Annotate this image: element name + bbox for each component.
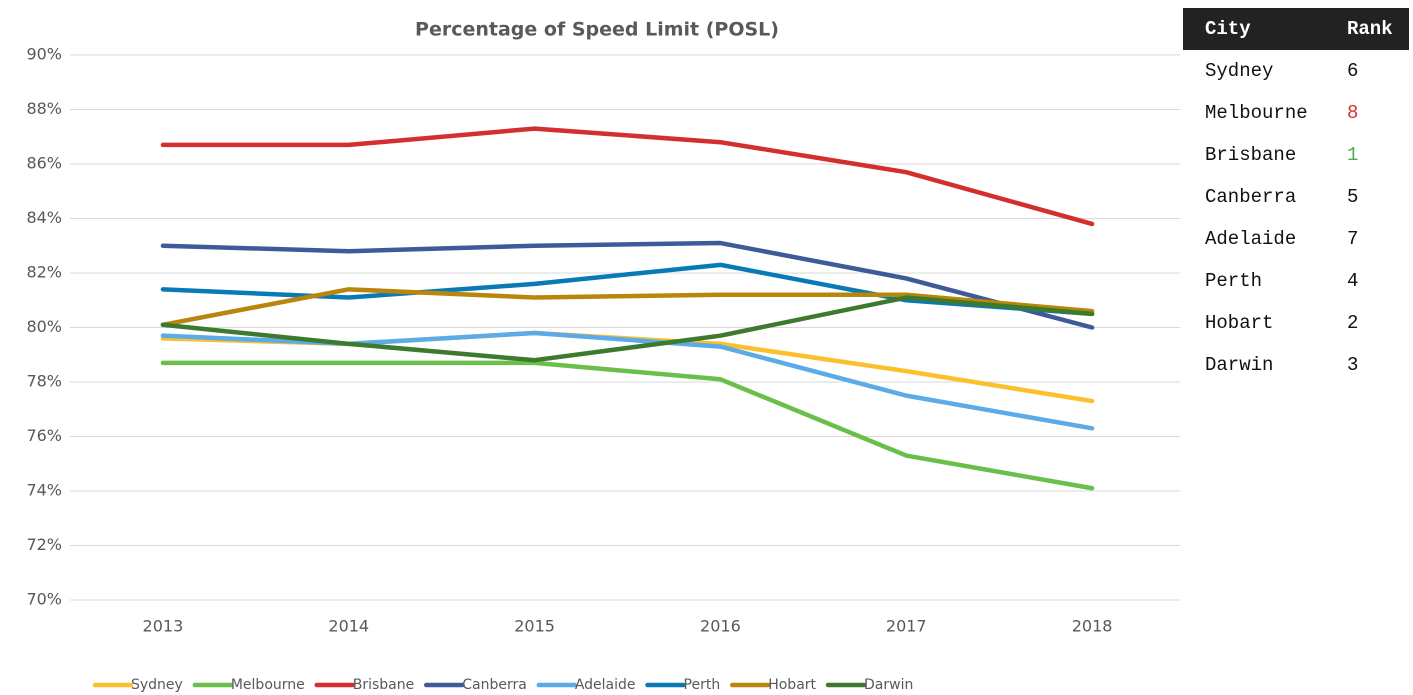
x-tick-label: 2013 [143,617,184,636]
rank-table: City Rank Sydney 6 Melbourne 8 Brisbane 1 Canb… [1183,8,1409,386]
table-row: Perth 4 [1183,260,1409,302]
table-row: Brisbane 1 [1183,134,1409,176]
city-cell: Sydney [1205,60,1274,82]
legend-label: Darwin [864,677,913,693]
legend-label: Melbourne [231,677,305,693]
legend-label: Sydney [131,677,183,693]
x-tick-label: 2014 [328,617,369,636]
y-tick-label: 74% [26,481,62,500]
rank-cell: 1 [1347,144,1359,166]
rank-cell: 7 [1347,228,1359,250]
rank-cell: 5 [1347,186,1359,208]
rank-cell: 6 [1347,60,1359,82]
y-tick-label: 78% [26,372,62,391]
header-cell: Rank [1347,18,1393,40]
city-cell: Adelaide [1205,228,1297,250]
y-tick-label: 86% [26,154,62,173]
legend-label: Hobart [768,677,816,693]
table-row: Darwin 3 [1183,344,1409,386]
table-row: Melbourne 8 [1183,92,1409,134]
y-tick-label: 76% [26,426,62,445]
series-line [160,287,1095,328]
legend-label: Adelaide [575,677,636,693]
rank-cell: 2 [1347,312,1359,334]
rank-cell: 4 [1347,270,1359,292]
table-row: Canberra 5 [1183,176,1409,218]
legend-label: Brisbane [353,677,415,693]
city-cell: Melbourne [1205,102,1308,124]
chart-title: Percentage of Speed Limit (POSL) [415,19,779,41]
x-tick-label: 2017 [886,617,927,636]
x-tick-label: 2015 [514,617,555,636]
x-tick-label: 2018 [1072,617,1113,636]
table-header: City Rank [1183,8,1409,50]
y-tick-label: 72% [26,535,62,554]
city-cell: Brisbane [1205,144,1297,166]
series-line [160,126,1095,227]
table-row: Sydney 6 [1183,50,1409,92]
y-tick-label: 82% [26,263,62,282]
header-cell: City [1205,18,1251,40]
rank-cell: 3 [1347,354,1359,376]
table-row: Adelaide 7 [1183,218,1409,260]
table-row: Hobart 2 [1183,302,1409,344]
city-cell: Canberra [1205,186,1297,208]
city-cell: Darwin [1205,354,1274,376]
legend-label: Perth [684,677,721,693]
legend-label: Canberra [462,677,527,693]
y-tick-label: 84% [26,208,62,227]
y-tick-label: 70% [26,590,62,609]
series-line [160,360,1095,491]
x-tick-label: 2016 [700,617,741,636]
y-tick-label: 88% [26,99,62,118]
chart: Percentage of Speed Limit (POSL) 70% 72% 7… [26,19,1180,693]
city-cell: Hobart [1205,312,1274,334]
series-line [160,295,1095,363]
city-cell: Perth [1205,270,1263,292]
series-line [160,240,1095,330]
y-tick-label: 80% [26,317,62,336]
y-tick-label: 90% [26,45,62,64]
rank-cell: 8 [1347,102,1359,124]
